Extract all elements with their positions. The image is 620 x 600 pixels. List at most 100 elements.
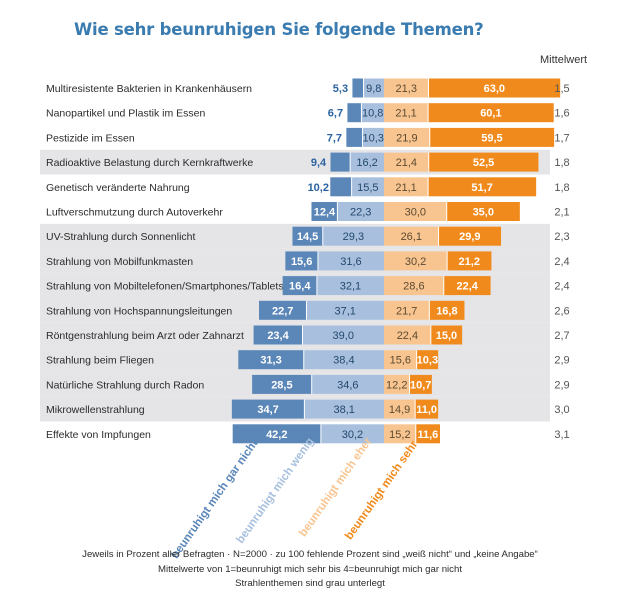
footnotes: Jeweils in Prozent aller Befragten · N=2… [0, 548, 620, 592]
data-label-gar-nicht: 16,4 [289, 281, 311, 293]
footnote-sample: Jeweils in Prozent aller Befragten · N=2… [82, 549, 538, 560]
mean-value: 1,8 [554, 182, 569, 194]
data-label-wenig: 9,8 [366, 83, 381, 95]
data-label-wenig: 10,8 [362, 108, 383, 120]
legend-label: beunruhigt mich gar nicht [169, 438, 260, 561]
category-label: Effekte von Impfungen [46, 429, 151, 441]
data-label-eher: 21,1 [395, 108, 416, 120]
data-label-eher: 22,4 [397, 330, 418, 342]
bar-eher [384, 152, 429, 172]
data-label-wenig: 38,4 [333, 355, 354, 367]
category-label: Strahlung von Mobiltelefonen/Smartphones… [46, 281, 284, 293]
category-label: UV-Strahlung durch Sonnenlicht [46, 231, 196, 243]
category-label: Nanopartikel und Plastik im Essen [46, 108, 205, 120]
data-label-gar-nicht: 23,4 [267, 330, 289, 342]
data-label-wenig: 22,3 [350, 207, 371, 219]
mean-value: 2,7 [554, 330, 569, 342]
data-label-gar-nicht: 42,2 [266, 429, 287, 441]
bar-gar-nicht [252, 374, 312, 394]
bar-gar-nicht [311, 202, 338, 221]
data-label-sehr: 51,7 [471, 182, 492, 194]
mean-value: 2,6 [554, 305, 569, 317]
data-label-wenig: 39,0 [333, 330, 354, 342]
data-label-eher: 15,6 [390, 355, 411, 367]
bar-eher [384, 300, 430, 320]
bar-wenig [311, 374, 384, 394]
mean-value: 3,0 [554, 404, 569, 416]
category-label: Strahlung beim Fliegen [46, 355, 154, 367]
category-label: Mikrowellenstrahlung [46, 404, 145, 416]
data-label-gar-nicht: 31,3 [260, 355, 281, 367]
bar-eher [384, 325, 431, 345]
data-label-sehr: 11,6 [417, 429, 438, 441]
data-label-sehr: 60,1 [480, 108, 501, 120]
data-label-gar-nicht: 10,2 [308, 182, 329, 194]
bar-gar-nicht [253, 325, 303, 345]
data-label-sehr: 22,4 [456, 281, 478, 293]
bar-sehr [415, 399, 439, 419]
data-label-eher: 28,6 [403, 281, 424, 293]
data-label-sehr: 21,2 [459, 256, 480, 268]
data-label-wenig: 31,6 [340, 256, 361, 268]
bar-wenig [303, 350, 384, 370]
data-label-eher: 26,1 [401, 231, 422, 243]
data-label-gar-nicht: 6,7 [328, 108, 343, 120]
bar-sehr [429, 300, 465, 320]
bar-sehr [416, 350, 439, 370]
data-label-sehr: 10,7 [410, 379, 431, 391]
bar-sehr [446, 202, 520, 221]
data-label-gar-nicht: 9,4 [311, 157, 327, 169]
data-label-gar-nicht: 15,6 [291, 256, 312, 268]
data-label-eher: 14,9 [389, 404, 410, 416]
chart-title: Wie sehr beunruhigen Sie folgende Themen… [74, 20, 484, 39]
data-label-sehr: 35,0 [473, 207, 494, 219]
data-label-sehr: 29,9 [459, 231, 480, 243]
bar-eher [384, 127, 430, 147]
bar-eher [384, 424, 416, 444]
mean-value: 2,4 [554, 281, 569, 293]
category-label: Röntgenstrahlung beim Arzt oder Zahnarzt [46, 330, 244, 342]
bar-gar-nicht [232, 424, 321, 444]
bar-gar-nicht [238, 350, 304, 370]
bar-sehr [428, 152, 539, 172]
data-label-wenig: 16,2 [356, 157, 377, 169]
data-label-eher: 21,1 [395, 182, 416, 194]
bar-eher [384, 399, 416, 419]
bar-eher [384, 276, 444, 296]
bar-wenig [320, 424, 384, 444]
bar-sehr [447, 251, 492, 271]
bar-wenig [350, 152, 384, 172]
bar-eher [384, 103, 429, 123]
mean-value: 1,7 [554, 132, 569, 144]
bar-eher [384, 202, 447, 221]
footnote-means: Mittelwerte von 1=beunruhigt mich sehr b… [158, 563, 462, 575]
data-label-wenig: 38,1 [333, 404, 354, 416]
bar-gar-nicht [346, 127, 363, 147]
data-label-eher: 21,9 [396, 132, 417, 144]
bar-sehr [438, 226, 502, 246]
data-label-sehr: 52,5 [473, 157, 494, 169]
data-label-sehr: 16,8 [436, 305, 457, 317]
bar-eher [384, 177, 429, 197]
data-label-gar-nicht: 14,5 [297, 231, 318, 243]
bar-gar-nicht [347, 103, 362, 123]
bar-gar-nicht [259, 300, 307, 320]
mean-value: 1,5 [554, 83, 569, 95]
category-label: Luftverschmutzung durch Autoverkehr [46, 207, 223, 219]
category-label: Genetisch veränderte Nahrung [46, 182, 190, 194]
data-label-gar-nicht: 5,3 [333, 83, 348, 95]
data-label-eher: 30,0 [405, 207, 426, 219]
data-label-wenig: 29,3 [343, 231, 364, 243]
mean-value: 2,9 [554, 379, 569, 391]
data-label-wenig: 10,3 [363, 132, 384, 144]
mean-value: 1,6 [554, 108, 569, 120]
bar-gar-nicht [330, 152, 351, 172]
bar-sehr [429, 127, 555, 147]
bar-gar-nicht [282, 276, 317, 296]
data-label-sehr: 11,0 [416, 404, 437, 416]
bar-wenig [304, 399, 384, 419]
data-label-eher: 30,2 [405, 256, 426, 268]
mean-column-header: Mittelwert [540, 54, 588, 66]
